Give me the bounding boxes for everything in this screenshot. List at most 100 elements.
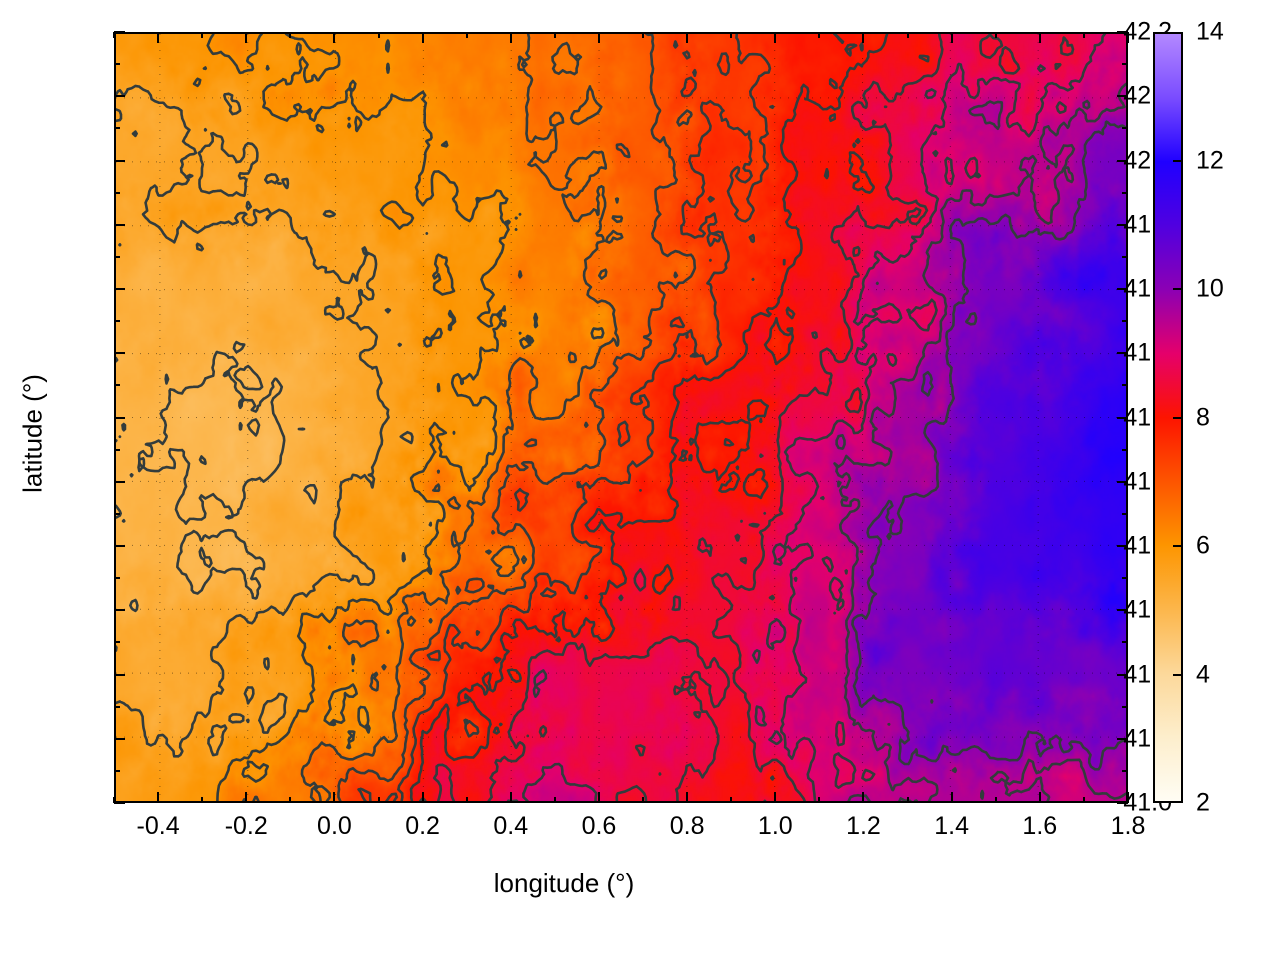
y-tick-mark-right xyxy=(1117,802,1128,804)
x-tick-mark-top xyxy=(862,32,865,43)
x-minor-tick xyxy=(642,797,645,803)
x-tick-mark xyxy=(245,792,248,803)
x-minor-tick xyxy=(465,797,468,803)
x-tick-mark-top xyxy=(774,32,777,43)
x-minor-tick-top xyxy=(730,32,733,38)
y-minor-tick-right xyxy=(1122,255,1128,258)
x-tick-mark-top xyxy=(597,32,600,43)
colorbar-tick-mark xyxy=(1173,416,1183,419)
x-tick-label: 0.4 xyxy=(493,812,529,840)
x-minor-tick-top xyxy=(994,32,997,38)
y-tick-mark-right xyxy=(1117,288,1128,290)
colorbar-tick-label: 12 xyxy=(1196,146,1224,174)
y-minor-tick-right xyxy=(1122,577,1128,580)
y-tick-mark-right xyxy=(1117,609,1128,612)
x-tick-label: 1.8 xyxy=(1110,812,1146,840)
x-tick-mark xyxy=(1127,792,1129,803)
x-tick-mark-top xyxy=(421,32,424,43)
x-minor-tick-top xyxy=(818,32,821,38)
x-axis-label: longitude (°) xyxy=(493,868,635,898)
x-tick-mark xyxy=(333,792,336,803)
colorbar-tick-label: 8 xyxy=(1196,403,1210,431)
y-tick-mark xyxy=(114,159,125,162)
y-tick-mark-right xyxy=(1117,673,1128,676)
y-tick-mark-right xyxy=(1117,159,1128,162)
y-tick-mark-right xyxy=(1117,95,1128,98)
x-tick-mark xyxy=(421,792,424,803)
x-tick-mark xyxy=(157,792,160,803)
y-minor-tick xyxy=(114,255,120,258)
x-minor-tick xyxy=(906,797,909,803)
y-minor-tick-right xyxy=(1122,769,1128,772)
colorbar-tick-mark xyxy=(1173,673,1183,676)
y-minor-tick-right xyxy=(1122,191,1128,194)
y-minor-tick-right xyxy=(1122,127,1128,130)
y-tick-mark xyxy=(114,673,125,676)
y-tick-mark-right xyxy=(1117,480,1128,483)
colorbar-tick-label: 4 xyxy=(1196,660,1210,688)
x-minor-tick-top xyxy=(1082,32,1085,38)
x-tick-label: 0.6 xyxy=(581,812,617,840)
y-tick-mark xyxy=(114,737,125,740)
x-minor-tick xyxy=(201,797,204,803)
x-tick-label: -0.2 xyxy=(224,812,268,840)
x-tick-mark xyxy=(950,792,953,803)
y-minor-tick xyxy=(114,448,120,451)
x-tick-mark xyxy=(509,792,512,803)
x-tick-mark-top xyxy=(245,32,248,43)
x-tick-mark xyxy=(686,792,689,803)
x-minor-tick-top xyxy=(377,32,380,38)
y-tick-mark-right xyxy=(1117,545,1128,547)
x-tick-label: 1.6 xyxy=(1022,812,1058,840)
x-minor-tick xyxy=(289,797,292,803)
colorbar-tick-label: 6 xyxy=(1196,531,1210,560)
y-minor-tick xyxy=(114,320,120,323)
y-tick-mark xyxy=(114,31,125,33)
y-minor-tick xyxy=(114,769,120,772)
colorbar-tick-label: 2 xyxy=(1196,788,1210,817)
y-minor-tick xyxy=(114,577,120,580)
y-minor-tick xyxy=(114,705,120,708)
x-minor-tick xyxy=(553,797,556,803)
x-tick-mark xyxy=(597,792,600,803)
x-tick-label: 0.8 xyxy=(669,812,705,840)
x-minor-tick xyxy=(1082,797,1085,803)
x-minor-tick xyxy=(113,797,115,803)
x-tick-label: 1.0 xyxy=(757,812,793,840)
x-tick-mark xyxy=(862,792,865,803)
x-tick-mark-top xyxy=(950,32,953,43)
y-minor-tick xyxy=(114,63,120,66)
x-tick-mark xyxy=(774,792,777,803)
x-minor-tick-top xyxy=(553,32,556,38)
y-tick-mark-right xyxy=(1117,223,1128,226)
y-minor-tick-right xyxy=(1122,448,1128,451)
x-tick-mark-top xyxy=(1038,32,1041,43)
x-tick-mark-top xyxy=(686,32,689,43)
y-tick-mark-right xyxy=(1117,416,1128,419)
x-tick-label: 1.2 xyxy=(846,812,881,840)
x-tick-label: 1.4 xyxy=(934,812,970,840)
x-tick-mark-top xyxy=(1127,32,1129,43)
y-minor-tick xyxy=(114,512,120,515)
heatmap-plot-area xyxy=(114,32,1128,803)
x-minor-tick-top xyxy=(465,32,468,38)
y-tick-mark-right xyxy=(1117,352,1128,355)
y-tick-mark xyxy=(114,609,125,612)
x-minor-tick xyxy=(730,797,733,803)
x-minor-tick-top xyxy=(201,32,204,38)
y-tick-mark-right xyxy=(1117,737,1128,740)
x-minor-tick xyxy=(994,797,997,803)
y-minor-tick xyxy=(114,191,120,194)
y-tick-mark xyxy=(114,288,125,290)
x-minor-tick-top xyxy=(289,32,292,38)
y-tick-mark xyxy=(114,95,125,98)
colorbar-tick-mark xyxy=(1173,545,1183,547)
y-tick-mark xyxy=(114,416,125,419)
x-minor-tick-top xyxy=(906,32,909,38)
x-tick-mark xyxy=(1038,792,1041,803)
y-minor-tick xyxy=(114,384,120,387)
x-tick-label: 0.2 xyxy=(405,812,440,840)
y-minor-tick-right xyxy=(1122,512,1128,515)
x-tick-mark-top xyxy=(509,32,512,43)
